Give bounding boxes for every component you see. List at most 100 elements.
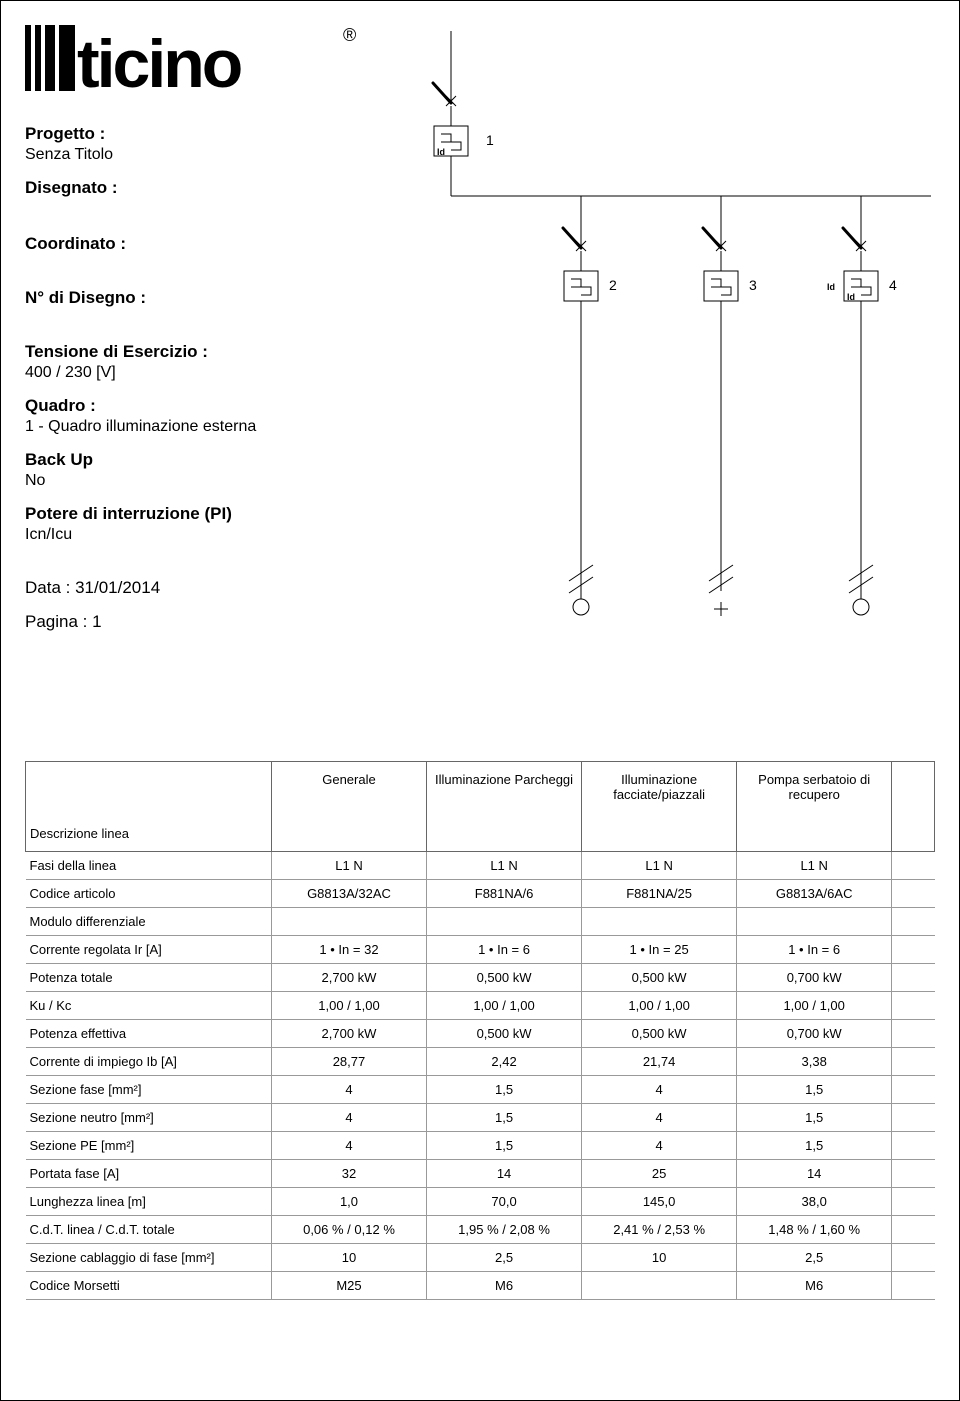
meta-quadro: Quadro : 1 - Quadro illuminazione estern… xyxy=(25,396,405,436)
brand-logo: ticino ® xyxy=(25,19,405,100)
row-label: Modulo differenziale xyxy=(26,908,272,936)
table-cell-blank xyxy=(892,1272,935,1300)
table-cell: L1 N xyxy=(582,852,737,880)
table-row: Modulo differenziale xyxy=(26,908,935,936)
row-label: Sezione neutro [mm²] xyxy=(26,1104,272,1132)
table-cell: F881NA/6 xyxy=(427,880,582,908)
row-label: Sezione fase [mm²] xyxy=(26,1076,272,1104)
table-cell: 1,5 xyxy=(427,1076,582,1104)
table-cell: 1 • In = 32 xyxy=(271,936,426,964)
table-cell: 1,5 xyxy=(737,1104,892,1132)
svg-text:Id: Id xyxy=(847,292,855,302)
table-cell-blank xyxy=(892,1048,935,1076)
row-label: Codice articolo xyxy=(26,880,272,908)
backup-value: No xyxy=(25,472,405,490)
meta-data: Data : 31/01/2014 xyxy=(25,578,405,598)
table-cell: 2,700 kW xyxy=(271,1020,426,1048)
table-cell: 0,700 kW xyxy=(737,964,892,992)
table-cell: F881NA/25 xyxy=(582,880,737,908)
table-row: C.d.T. linea / C.d.T. totale0,06 % / 0,1… xyxy=(26,1216,935,1244)
table-row: Portata fase [A]32142514 xyxy=(26,1160,935,1188)
row-label: C.d.T. linea / C.d.T. totale xyxy=(26,1216,272,1244)
table-cell: 1,00 / 1,00 xyxy=(737,992,892,1020)
backup-label: Back Up xyxy=(25,450,405,470)
table-column-header: Illuminazione facciate/piazzali xyxy=(582,762,737,852)
table-cell: 14 xyxy=(737,1160,892,1188)
table-cell-blank xyxy=(892,852,935,880)
table-cell: 4 xyxy=(582,1132,737,1160)
meta-pagina: Pagina : 1 xyxy=(25,612,405,632)
table-column-blank xyxy=(892,762,935,852)
table-cell: L1 N xyxy=(427,852,582,880)
progetto-value: Senza Titolo xyxy=(25,146,405,164)
table-column-header: Generale xyxy=(271,762,426,852)
table-cell: 1,5 xyxy=(427,1132,582,1160)
table-cell: 10 xyxy=(582,1244,737,1272)
table-cell-blank xyxy=(892,992,935,1020)
table-cell: 2,700 kW xyxy=(271,964,426,992)
table-header-rowhead: Descrizione linea xyxy=(26,762,272,852)
table-row: Sezione cablaggio di fase [mm²]102,5102,… xyxy=(26,1244,935,1272)
line-data-table: Descrizione lineaGeneraleIlluminazione P… xyxy=(25,761,935,1300)
tensione-label: Tensione di Esercizio : xyxy=(25,342,405,362)
table-cell: 145,0 xyxy=(582,1188,737,1216)
table-cell: 4 xyxy=(582,1104,737,1132)
tensione-value: 400 / 230 [V] xyxy=(25,364,405,382)
meta-backup: Back Up No xyxy=(25,450,405,490)
table-cell: 2,41 % / 2,53 % xyxy=(582,1216,737,1244)
progetto-label: Progetto : xyxy=(25,124,405,144)
pi-value: Icn/Icu xyxy=(25,526,405,544)
meta-pi: Potere di interruzione (PI) Icn/Icu xyxy=(25,504,405,544)
table-cell: 1 • In = 6 xyxy=(737,936,892,964)
row-label: Sezione cablaggio di fase [mm²] xyxy=(26,1244,272,1272)
table-row: Sezione neutro [mm²]41,541,5 xyxy=(26,1104,935,1132)
meta-ndisegno: N° di Disegno : xyxy=(25,288,405,308)
row-label: Lunghezza linea [m] xyxy=(26,1188,272,1216)
table-cell-blank xyxy=(892,936,935,964)
table-cell xyxy=(582,908,737,936)
table-cell: 1,5 xyxy=(737,1076,892,1104)
table-row: Codice MorsettiM25M6M6 xyxy=(26,1272,935,1300)
table-cell xyxy=(737,908,892,936)
meta-tensione: Tensione di Esercizio : 400 / 230 [V] xyxy=(25,342,405,382)
table-cell: L1 N xyxy=(271,852,426,880)
table-cell: 4 xyxy=(271,1132,426,1160)
svg-text:Id: Id xyxy=(827,282,835,292)
registered-mark: ® xyxy=(343,25,356,45)
table-cell: 1,48 % / 1,60 % xyxy=(737,1216,892,1244)
table-cell: 2,42 xyxy=(427,1048,582,1076)
table-row: Ku / Kc1,00 / 1,001,00 / 1,001,00 / 1,00… xyxy=(26,992,935,1020)
row-label: Potenza effettiva xyxy=(26,1020,272,1048)
table-cell-blank xyxy=(892,1160,935,1188)
table-cell: G8813A/32AC xyxy=(271,880,426,908)
table-cell: 0,700 kW xyxy=(737,1020,892,1048)
table-cell: 1,5 xyxy=(737,1132,892,1160)
row-label: Corrente di impiego Ib [A] xyxy=(26,1048,272,1076)
table-cell: 1,00 / 1,00 xyxy=(271,992,426,1020)
table-cell xyxy=(427,908,582,936)
table-row: Sezione PE [mm²]41,541,5 xyxy=(26,1132,935,1160)
pagina-label: Pagina : 1 xyxy=(25,612,405,632)
table-cell-blank xyxy=(892,1104,935,1132)
table-cell: 0,500 kW xyxy=(427,1020,582,1048)
pi-label: Potere di interruzione (PI) xyxy=(25,504,405,524)
data-label: Data : 31/01/2014 xyxy=(25,578,405,598)
table-cell: L1 N xyxy=(737,852,892,880)
table-cell: 2,5 xyxy=(427,1244,582,1272)
row-label: Fasi della linea xyxy=(26,852,272,880)
single-line-diagram: Id123IdId4 xyxy=(391,31,951,671)
table-cell: 1,5 xyxy=(427,1104,582,1132)
disegnato-label: Disegnato : xyxy=(25,178,405,198)
table-row: Potenza totale2,700 kW0,500 kW0,500 kW0,… xyxy=(26,964,935,992)
quadro-value: 1 - Quadro illuminazione esterna xyxy=(25,418,405,436)
table-cell: 0,06 % / 0,12 % xyxy=(271,1216,426,1244)
quadro-label: Quadro : xyxy=(25,396,405,416)
table-cell: G8813A/6AC xyxy=(737,880,892,908)
table-cell: 0,500 kW xyxy=(427,964,582,992)
ndisegno-label: N° di Disegno : xyxy=(25,288,405,308)
table-row: Lunghezza linea [m]1,070,0145,038,0 xyxy=(26,1188,935,1216)
table-cell xyxy=(271,908,426,936)
table-cell: 0,500 kW xyxy=(582,1020,737,1048)
table-cell: 3,38 xyxy=(737,1048,892,1076)
table-cell: M25 xyxy=(271,1272,426,1300)
